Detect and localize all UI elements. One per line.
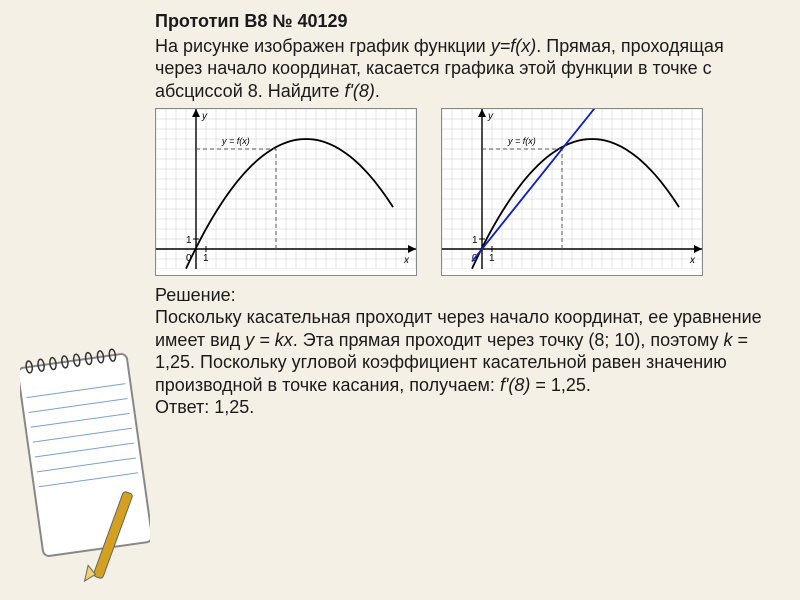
fprime8: f'(8) [500, 375, 530, 395]
chart-right: 011xyy = f(x) [441, 108, 703, 276]
problem-line-1: На рисунке изображен график функции [155, 36, 491, 56]
problem-text: На рисунке изображен график функции y=f(… [155, 35, 770, 103]
solution-block: Решение: Поскольку касательная проходит … [155, 284, 770, 419]
sol-line-2: . Эта прямая проходит через точку (8; 10… [293, 330, 724, 350]
svg-text:1: 1 [186, 235, 192, 246]
svg-text:y: y [487, 111, 494, 122]
svg-text:x: x [403, 255, 410, 266]
svg-text:1: 1 [489, 253, 495, 264]
function-label: y=f(x) [491, 36, 537, 56]
eq-ykx: y = kx [245, 330, 293, 350]
title-number: 40129 [297, 11, 347, 31]
answer-label: Ответ: [155, 397, 214, 417]
answer-value: 1,25. [214, 397, 254, 417]
charts-row: 011xyy = f(x) 011xyy = f(x) [155, 108, 770, 276]
period-1: . [536, 36, 541, 56]
svg-text:x: x [689, 255, 696, 266]
solution-body: Поскольку касательная проходит через нач… [155, 306, 770, 396]
svg-text:1: 1 [203, 253, 209, 264]
chart-left: 011xyy = f(x) [155, 108, 417, 276]
k-label: k [724, 330, 733, 350]
svg-text:y: y [201, 111, 208, 122]
answer-line: Ответ: 1,25. [155, 396, 770, 419]
solution-heading: Решение: [155, 284, 770, 307]
title-prefix: Прототип B8 № [155, 11, 297, 31]
svg-text:y = f(x): y = f(x) [507, 136, 536, 146]
slide-content: Прототип B8 № 40129 На рисунке изображен… [155, 10, 770, 419]
sol-line-4: = 1,25. [530, 375, 591, 395]
find-label: f'(8) [344, 81, 374, 101]
svg-text:y = f(x): y = f(x) [221, 136, 250, 146]
period-2: . [375, 81, 380, 101]
svg-text:1: 1 [472, 235, 478, 246]
title: Прототип B8 № 40129 [155, 10, 770, 33]
